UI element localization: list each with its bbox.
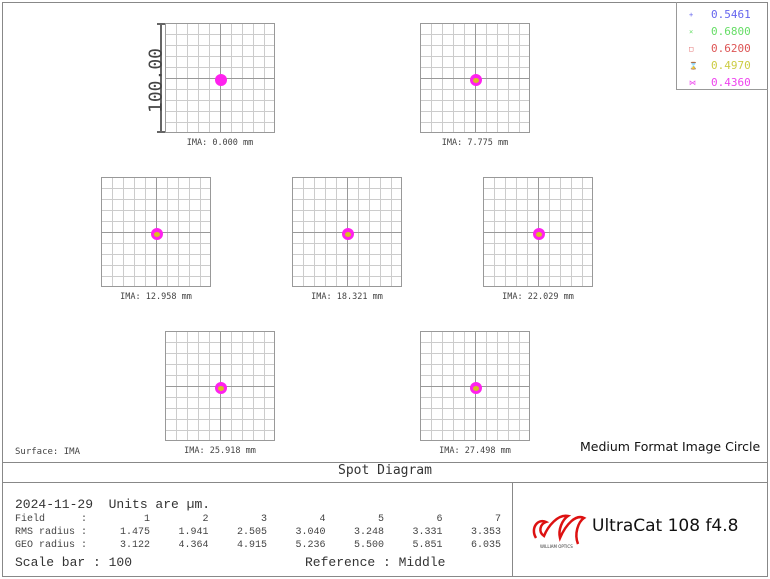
legend-entry: × 0.6800 [677, 25, 768, 41]
geo-cell: 6.035 [470, 540, 501, 551]
field-label: IMA: 22.029 mm [502, 292, 574, 302]
geo-cell: 5.236 [295, 540, 326, 551]
surface-label: Surface: IMA [15, 447, 81, 457]
legend-entry: ⌛ 0.4970 [677, 59, 768, 75]
spot-cluster [533, 228, 545, 240]
geo-label: GEO radius : [15, 540, 88, 551]
date: 2024-11-29 [15, 497, 94, 512]
rms-cell: 3.248 [353, 527, 384, 538]
rms-label: RMS radius : [15, 527, 88, 538]
date-units-line: 2024-11-29 Units are µm. [15, 497, 210, 512]
wavelength-value: 0.4360 [711, 76, 751, 89]
wavelength-value: 0.6200 [711, 42, 751, 55]
spot-plot-field-5 [483, 177, 593, 287]
wavelength-value: 0.5461 [711, 8, 751, 21]
field_numbers-cell: 6 [436, 514, 443, 525]
rms-cell: 3.353 [470, 527, 501, 538]
spot-table: Field : 1 2 3 4 5 6 7 RMS radius : 1.475 1.941 2.5… [15, 514, 501, 553]
field-label: IMA: 18.321 mm [311, 292, 383, 302]
marker-icon: × [689, 28, 694, 36]
field-row: Field : 1 2 3 4 5 6 7 [15, 514, 501, 527]
geo-cell: 5.500 [353, 540, 384, 551]
svg-text:WILLIAM OPTICS: WILLIAM OPTICS [540, 544, 573, 549]
units: Units are µm. [108, 497, 211, 512]
field-label: IMA: 27.498 mm [439, 446, 511, 456]
field-label: Field : [15, 514, 88, 525]
scale-bar-text: Scale bar : 100 [15, 555, 133, 570]
wavelength-legend: +0.5461 × 0.6800 □ 0.6200 ⌛ 0.4970 ⋈ 0.4360 [676, 2, 768, 90]
spot-plot-field-3 [101, 177, 211, 287]
rms-cell: 3.331 [412, 527, 443, 538]
field_numbers-cell: 3 [260, 514, 267, 525]
wavelength-value: 0.6800 [711, 25, 751, 38]
field_numbers-cell: 5 [377, 514, 384, 525]
rms-cell: 2.505 [236, 527, 267, 538]
marker-icon: ⌛ [689, 62, 698, 70]
rms-cell: 1.941 [178, 527, 209, 538]
spot-cluster [342, 228, 354, 240]
field-label: IMA: 0.000 mm [186, 138, 254, 148]
caption: Medium Format Image Circle [580, 439, 761, 454]
spot-plot-field-1 [165, 23, 275, 133]
field_numbers-cell: 2 [202, 514, 209, 525]
lens-name: UltraCat 108 f4.8 [592, 516, 739, 536]
legend-entry: ⋈ 0.4360 [677, 76, 768, 92]
spot-cluster [470, 382, 482, 394]
spot-cluster [215, 74, 227, 86]
rms-cell: 3.040 [295, 527, 326, 538]
legend-entry: +0.5461 [677, 8, 768, 24]
divider [512, 482, 513, 577]
scale-bar [157, 23, 165, 133]
marker-icon: □ [689, 45, 694, 53]
spot-cluster [470, 74, 482, 86]
rms-row: RMS radius : 1.475 1.941 2.505 3.040 3.248 3.3… [15, 527, 501, 540]
reference-text: Reference : Middle [305, 555, 446, 570]
marker-icon: ⋈ [689, 79, 696, 87]
geo-cell: 4.364 [178, 540, 209, 551]
spot-plot-field-4 [292, 177, 402, 287]
divider [2, 462, 768, 463]
field_numbers-cell: 7 [494, 514, 501, 525]
field-label: IMA: 12.958 mm [120, 292, 192, 302]
legend-entry: □ 0.6200 [677, 42, 768, 58]
scale-bar-label: 100.00 [145, 47, 167, 114]
geo-cell: 3.122 [119, 540, 150, 551]
spot-plot-field-6 [165, 331, 275, 441]
diagram-title: Spot Diagram [338, 463, 432, 478]
field-label: IMA: 7.775 mm [441, 138, 509, 148]
geo-row: GEO radius : 3.122 4.364 4.915 5.236 5.500 5.8… [15, 540, 501, 553]
geo-cell: 4.915 [236, 540, 267, 551]
field_numbers-cell: 1 [143, 514, 150, 525]
rms-cell: 1.475 [119, 527, 150, 538]
field_numbers-cell: 4 [319, 514, 326, 525]
geo-cell: 5.851 [412, 540, 443, 551]
spot-plot-field-7 [420, 331, 530, 441]
divider [2, 482, 768, 483]
marker-icon: + [689, 11, 694, 19]
william-optics-logo: WILLIAM OPTICS [532, 514, 587, 549]
spot-plot-field-2 [420, 23, 530, 133]
spot-cluster [151, 228, 163, 240]
spot-cluster [215, 382, 227, 394]
wavelength-value: 0.4970 [711, 59, 751, 72]
field-label: IMA: 25.918 mm [184, 446, 256, 456]
